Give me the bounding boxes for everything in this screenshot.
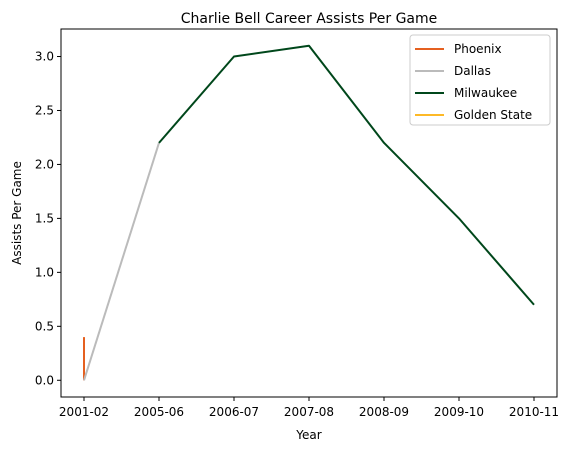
- x-axis: 2001-02 2005-06 2006-07 2007-08 2008-09 2009-…: [59, 397, 559, 419]
- series-line-dallas: [83, 142, 160, 381]
- x-tick-label-2007-08: 2007-08: [284, 405, 334, 419]
- x-tick-label-2010-11: 2010-11: [509, 405, 559, 419]
- x-tick-label-2008-09: 2008-09: [359, 405, 409, 419]
- y-tick-label-1-0: 1.0: [35, 265, 54, 279]
- legend-label-milwaukee: Milwaukee: [454, 86, 517, 100]
- y-tick-label-1-5: 1.5: [35, 211, 54, 225]
- y-tick-label-3-0: 3.0: [35, 50, 54, 64]
- x-tick-label-2009-10: 2009-10: [434, 405, 484, 419]
- y-axis-title: Assists Per Game: [10, 161, 24, 265]
- plot-lines: [83, 44, 535, 381]
- y-axis: 0.0 0.5 1.0 1.5 2.0 2.5 3.0: [35, 50, 61, 387]
- y-tick-label-2-5: 2.5: [35, 103, 54, 117]
- legend-frame: [409, 34, 551, 126]
- chart-title: Charlie Bell Career Assists Per Game: [181, 11, 438, 27]
- legend-label-golden-state: Golden State: [454, 108, 532, 122]
- y-tick-label-0-0: 0.0: [35, 373, 54, 387]
- legend-label-dallas: Dallas: [454, 64, 491, 78]
- legend: Phoenix Dallas Milwaukee Golden State: [409, 34, 551, 126]
- x-tick-label-2001-02: 2001-02: [59, 405, 109, 419]
- x-axis-title: Year: [295, 428, 321, 442]
- series-line-milwaukee: [158, 44, 535, 306]
- x-tick-label-2005-06: 2005-06: [134, 405, 184, 419]
- y-tick-label-0-5: 0.5: [35, 319, 54, 333]
- x-tick-label-2006-07: 2006-07: [209, 405, 259, 419]
- legend-label-phoenix: Phoenix: [454, 42, 502, 56]
- y-tick-label-2-0: 2.0: [35, 157, 54, 171]
